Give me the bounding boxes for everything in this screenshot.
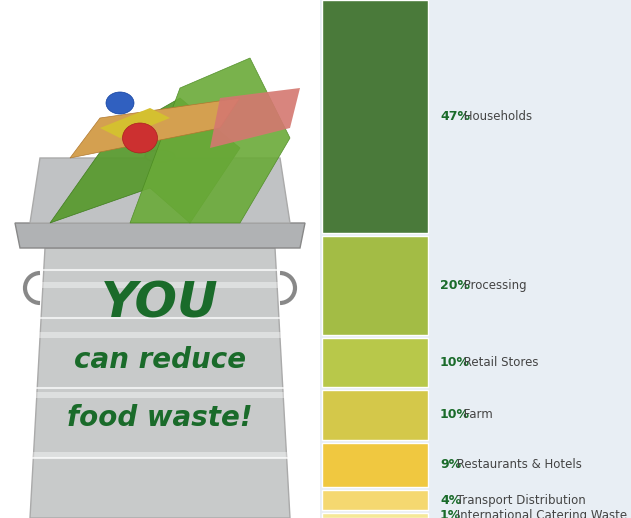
Bar [322, 490, 428, 510]
Text: 10%: 10% [440, 408, 470, 422]
Text: food waste!: food waste! [68, 404, 253, 432]
Text: Retail Stores: Retail Stores [459, 356, 538, 369]
Text: 47%: 47% [440, 110, 470, 123]
Text: Processing: Processing [459, 279, 526, 292]
Ellipse shape [145, 150, 175, 162]
Text: YOU: YOU [101, 279, 219, 327]
Text: 4%: 4% [440, 494, 461, 507]
Text: Transport Distribution: Transport Distribution [453, 494, 586, 507]
Bar [0, 0, 320, 518]
Bar [322, 390, 428, 440]
Text: can reduce: can reduce [74, 346, 246, 374]
Text: Restaurants & Hotels: Restaurants & Hotels [453, 458, 582, 471]
Polygon shape [210, 88, 300, 148]
Polygon shape [42, 282, 278, 288]
Polygon shape [15, 223, 305, 248]
Text: Households: Households [459, 110, 532, 123]
Text: 9%: 9% [440, 458, 461, 471]
Bar [322, 513, 428, 518]
Text: 10%: 10% [440, 356, 470, 369]
Polygon shape [30, 158, 290, 223]
Bar [322, 443, 428, 487]
Polygon shape [50, 98, 240, 223]
Ellipse shape [122, 123, 158, 153]
Bar [322, 0, 428, 233]
Polygon shape [70, 98, 240, 158]
Polygon shape [36, 392, 284, 398]
Ellipse shape [106, 92, 134, 114]
Polygon shape [130, 58, 290, 223]
Text: 1%: 1% [440, 509, 461, 518]
Polygon shape [30, 248, 290, 518]
Polygon shape [100, 108, 170, 138]
Text: International Catering Waste: International Catering Waste [453, 509, 627, 518]
Polygon shape [33, 452, 287, 458]
Bar [322, 338, 428, 387]
Text: 20%: 20% [440, 279, 470, 292]
Text: Farm: Farm [459, 408, 492, 422]
Bar [322, 236, 428, 335]
Polygon shape [39, 332, 281, 338]
